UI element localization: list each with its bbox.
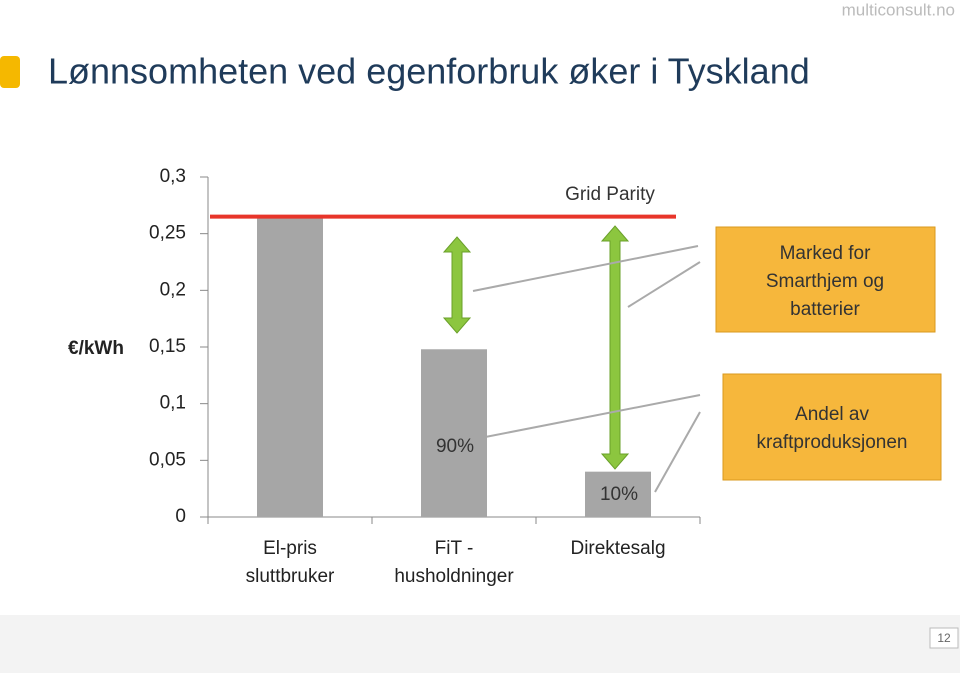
y-tick-label: 0,15 (149, 336, 186, 357)
bar (585, 471, 651, 517)
box-text: kraftproduksjonen (756, 432, 907, 453)
box-text: Smarthjem og (766, 271, 884, 292)
page-box (929, 627, 959, 649)
box-text: Andel av (795, 404, 869, 425)
box (722, 373, 942, 481)
arrows (442, 225, 630, 470)
x-tick-label: FiT - (435, 538, 474, 559)
footer (0, 615, 960, 673)
bar-note: 90% (436, 436, 474, 457)
title-marker (0, 56, 20, 88)
chart-title: Lønnsomheten ved egenforbruk øker i Tysk… (48, 51, 810, 92)
y-tick-label: 0,3 (160, 166, 186, 187)
box-text: Marked for (780, 243, 871, 264)
page-number: 12 (937, 631, 951, 645)
x-tick-label: sluttbruker (246, 566, 335, 587)
grid-parity-label: Grid Parity (565, 184, 655, 205)
y-axis-label: €/kWh (68, 338, 124, 359)
x-tick-label: Direktesalg (570, 538, 665, 559)
x-tick-label: El-pris (263, 538, 317, 559)
y-tick-label: 0,05 (149, 449, 186, 470)
y-tick-label: 0,25 (149, 223, 186, 244)
bar (257, 216, 323, 517)
y-tick-label: 0,1 (160, 393, 186, 414)
bar-note: 10% (600, 484, 638, 505)
box-text: batterier (790, 299, 860, 320)
box (715, 226, 936, 333)
bar (421, 349, 487, 517)
source: multiconsult.no (842, 0, 955, 19)
connectors (469, 245, 701, 493)
x-tick-label: husholdninger (394, 566, 514, 587)
y-tick-label: 0 (175, 506, 186, 527)
y-tick-label: 0,2 (160, 279, 186, 300)
